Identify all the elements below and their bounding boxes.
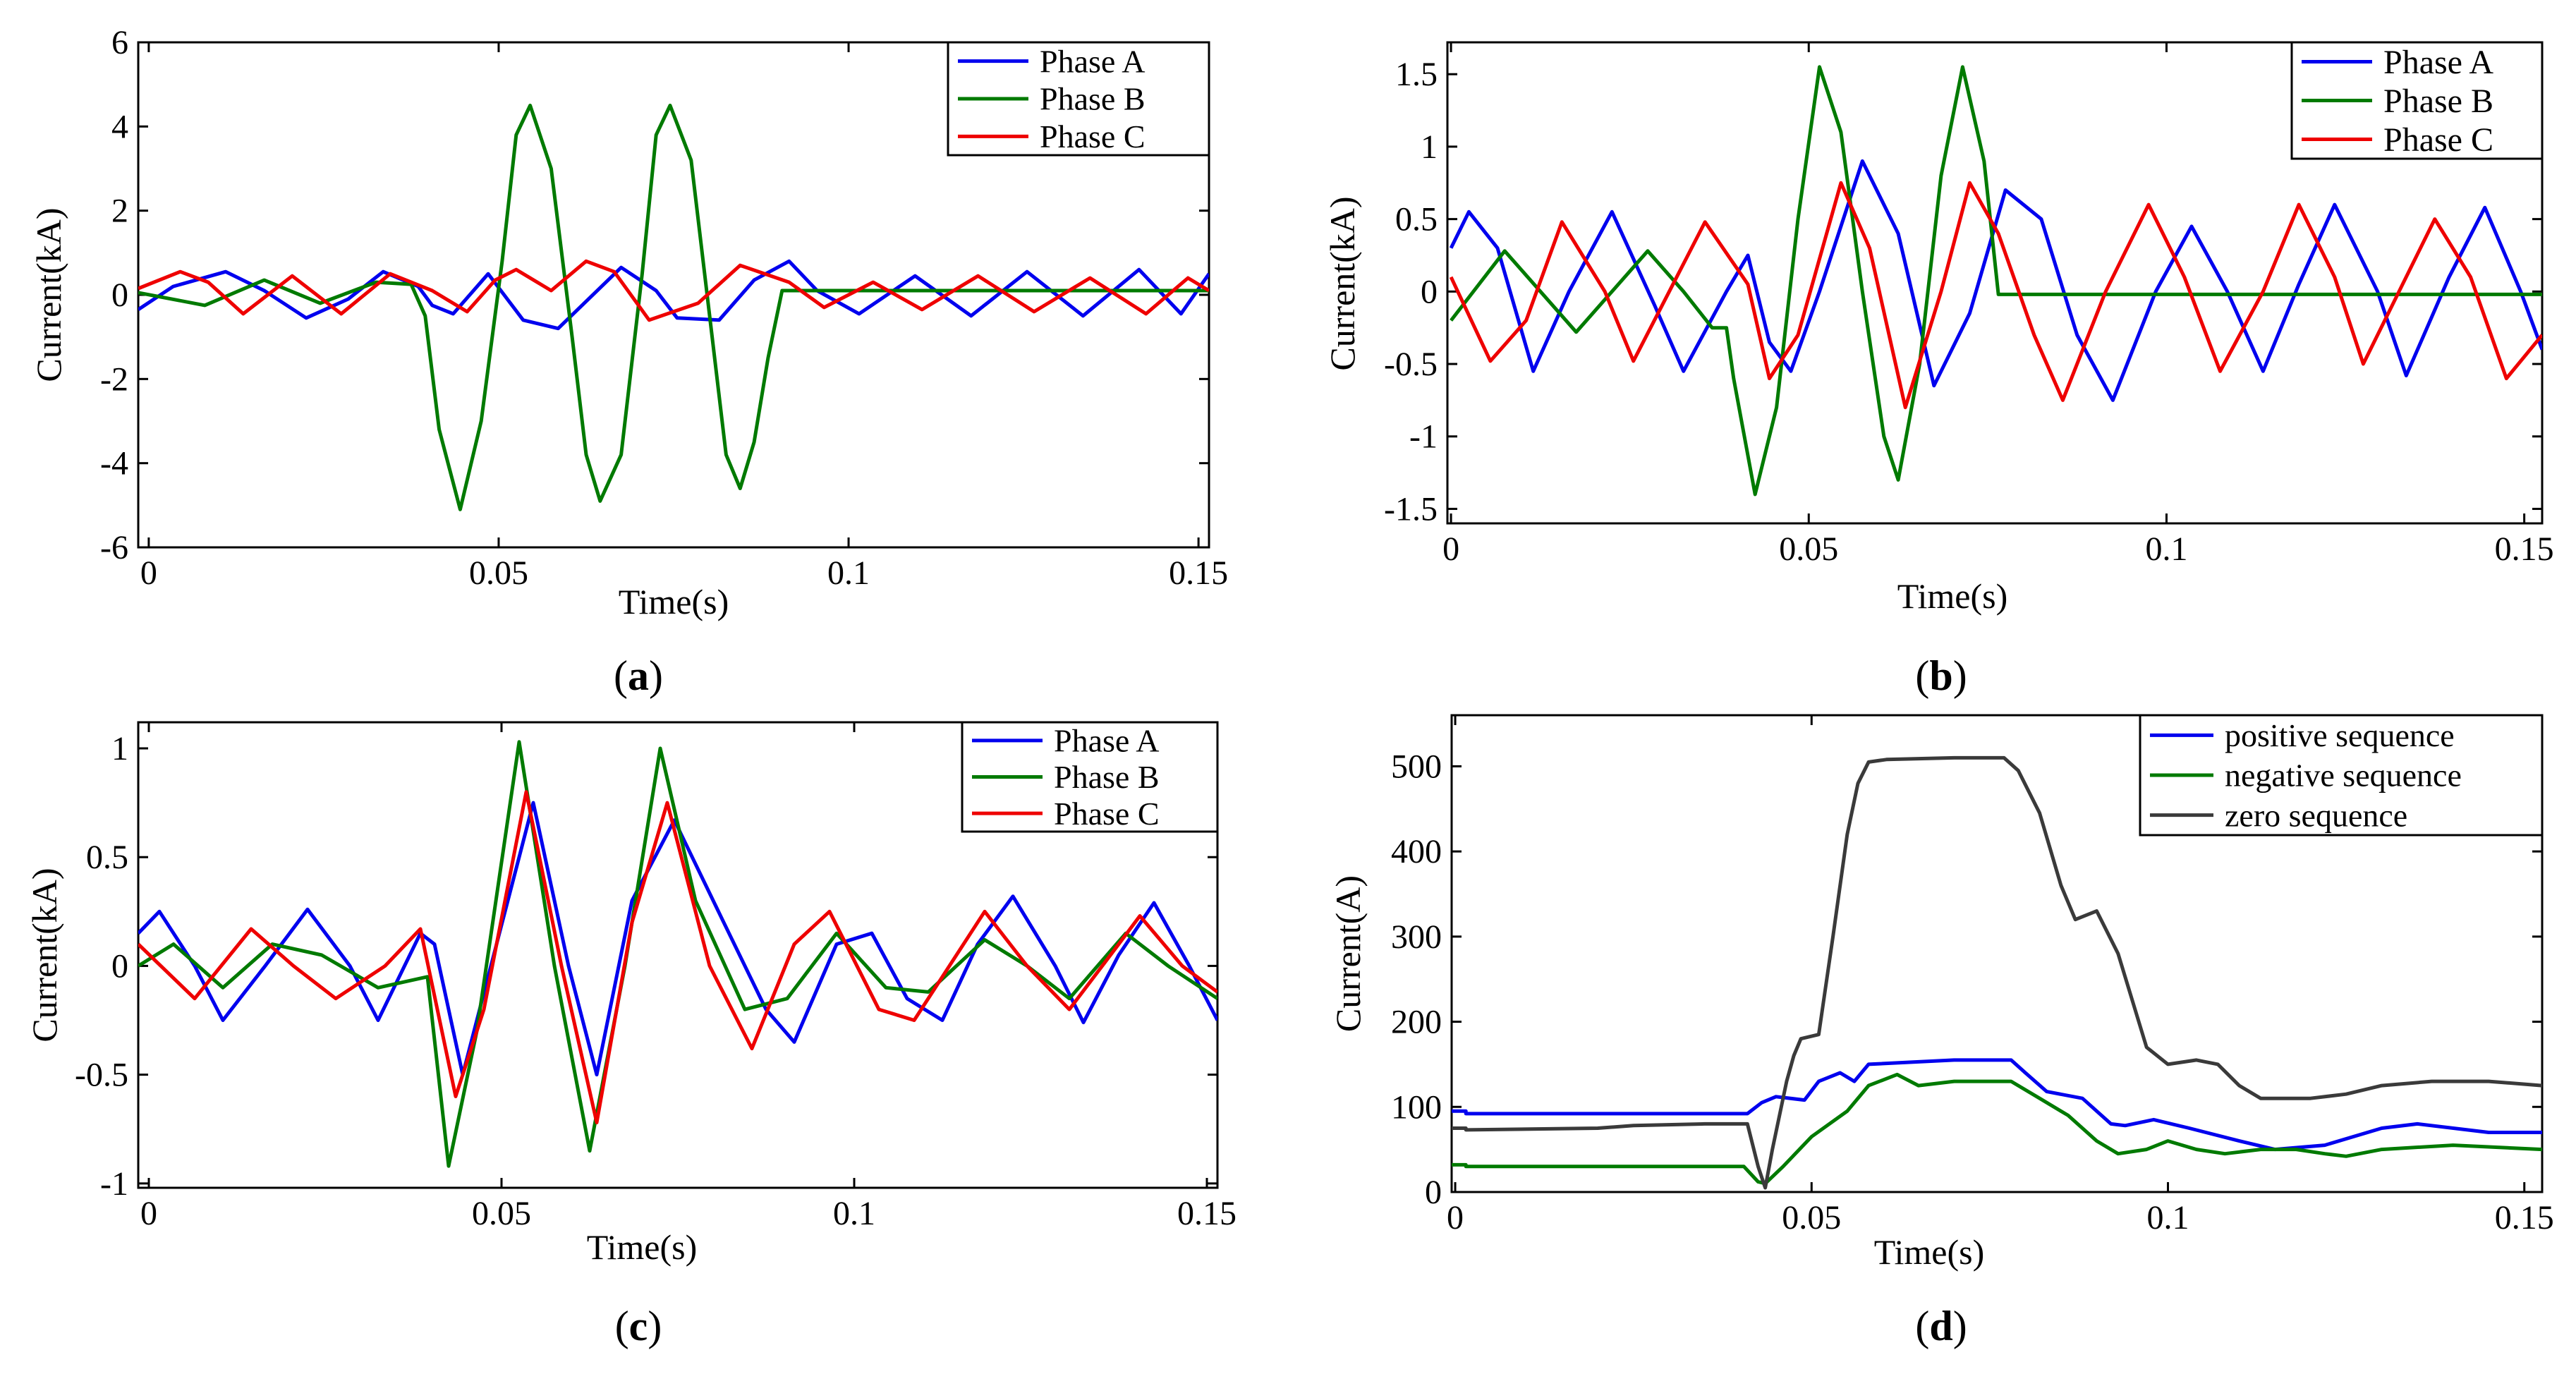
panel-d-legend-label: zero sequence [2225,797,2407,833]
panel-a-x-axis-label: Time(s) [619,582,729,621]
panel-a-x-ticks: 0 0.05 0.1 0.15 [140,42,1228,592]
panel-b-y-tick-label: -0.5 [1384,346,1438,383]
panel-d-series-zero-sequence [1452,755,2542,1190]
panel-a-y-tick-label: 4 [111,108,128,145]
panel-c-legend-label: Phase B [1054,759,1160,795]
panel-c-series-phase-a [138,801,1217,1077]
panel-d-caption: (d) [1915,1303,1967,1349]
panel-a-legend-label: Phase A [1040,43,1146,79]
panel-d-y-tick-label: 200 [1391,1004,1442,1041]
panel-b-series-phase-c [1449,181,2542,410]
panel-b: 0 0.05 0.1 0.15 -1.5-1-0.500.511.5 Phase AP… [1323,41,2554,699]
panel-a-y-ticks: -6 -4 -2 0 2 4 6 [100,24,1209,566]
panel-d-y-ticks: 0 100 200 300 400 500 [1391,748,2542,1211]
panel-c-y-ticks: -1 -0.5 0 0.5 1 [75,730,1217,1203]
panel-b-caption: (b) [1915,652,1967,699]
panel-b-y-axis-label: Current(kA) [1323,196,1362,370]
panel-c-y-axis-label: Current(kA) [25,868,64,1042]
panel-c-caption: (c) [615,1303,662,1349]
panel-b-series [1449,65,2542,497]
panel-b-y-tick-label: 0.5 [1395,201,1438,238]
panel-d-x-tick-label: 0 [1447,1199,1464,1236]
panel-d-x-ticks: 0 0.05 0.1 0.15 [1447,715,2554,1236]
panel-d-x-tick-label: 0.05 [1782,1199,1841,1236]
panel-c-series-phase-c [138,790,1217,1124]
panel-d-legend-label: negative sequence [2225,758,2462,794]
panel-c-x-tick-label: 0.1 [833,1195,875,1232]
panel-a-y-tick-label: 0 [111,276,128,314]
panel-a-y-tick-label: -6 [100,529,128,566]
panel-d-frame [1450,714,2544,1193]
panel-c-x-tick-label: 0.05 [472,1195,531,1232]
panel-c-series-phase-b [138,740,1217,1168]
panel-a-y-tick-label: 2 [111,193,128,230]
panel-c-x-axis-label: Time(s) [587,1227,698,1267]
panel-d-y-tick-label: 100 [1391,1088,1442,1126]
panel-b-legend-label: Phase C [2383,121,2493,159]
panel-b-x-axis-label: Time(s) [1897,576,2008,616]
panel-b-legend-label: Phase A [2383,44,2493,81]
panel-b-x-tick-label: 0.05 [1779,530,1838,568]
panel-d: 0 0.05 0.1 0.15 0 100 200 300 400 500 positive s… [1328,714,2554,1349]
panel-a-x-tick-label: 0.1 [827,554,870,592]
panel-b-legend-label: Phase B [2383,83,2493,120]
panel-c-y-tick-label: -1 [100,1165,128,1203]
panel-a-series-phase-b [138,104,1209,511]
panel-a-x-tick-label: 0.05 [469,554,528,592]
panel-a-caption: (a) [614,652,663,699]
panel-c-x-tick-label: 0 [140,1195,157,1232]
panel-d-legend-label: positive sequence [2225,717,2455,753]
panel-b-y-ticks: -1.5 -1 -0.5 0 0.5 1 1.5 [1384,56,2542,528]
panel-d-series-positive-sequence [1452,1058,2542,1152]
panel-c-y-tick-label: 0 [111,947,128,985]
panel-b-x-tick-label: 0.15 [2495,530,2554,568]
panel-a-y-axis-label: Current(kA) [29,207,68,382]
panel-c-y-tick-label: 1 [111,730,128,767]
panel-c-frame [137,721,1219,1189]
panel-c-y-tick-label: -0.5 [75,1057,128,1094]
panel-d-y-tick-label: 500 [1391,748,1442,785]
panel-c-legend-label: Phase C [1054,796,1160,832]
panel-d-y-tick-label: 0 [1425,1174,1442,1211]
panel-b-y-tick-label: -1 [1409,418,1438,456]
panel-b-y-tick-label: 0 [1421,273,1438,310]
panel-a-series [138,104,1209,511]
panel-b-y-tick-label: 1 [1421,128,1438,166]
panel-a-series-phase-a [138,259,1209,331]
panel-a-x-tick-label: 0 [140,554,157,592]
panel-d-y-tick-label: 400 [1391,833,1442,870]
panel-a-x-tick-label: 0.15 [1169,554,1228,592]
panel-a-y-tick-label: -4 [100,445,128,482]
panel-b-y-tick-label: -1.5 [1384,490,1438,528]
panel-c-y-tick-label: 0.5 [86,839,128,876]
panel-b-x-tick-label: 0.1 [2145,530,2187,568]
panel-c-x-tick-label: 0.15 [1177,1195,1237,1232]
panel-a-series-phase-c [138,259,1209,322]
panel-d-y-axis-label: Current(A) [1328,875,1368,1032]
panel-b-y-tick-label: 1.5 [1395,56,1438,93]
panel-d-x-tick-label: 0.15 [2495,1199,2554,1236]
panel-d-series [1452,755,2542,1190]
panel-c-series [138,740,1217,1168]
panel-c-x-ticks: 0 0.05 0.1 0.15 [140,722,1237,1232]
panel-b-series-phase-a [1449,159,2542,402]
panel-d-x-tick-label: 0.1 [2147,1199,2189,1236]
panel-a-y-tick-label: 6 [111,24,128,61]
panel-d-x-axis-label: Time(s) [1874,1232,1985,1272]
panel-b-frame [1446,41,2544,525]
panel-a-legend-label: Phase B [1040,81,1146,117]
panel-a-legend-label: Phase C [1040,118,1146,154]
panel-a-y-tick-label: -2 [100,360,128,398]
panel-d-y-tick-label: 300 [1391,918,1442,956]
panel-c-legend-label: Phase A [1054,722,1160,758]
panel-b-x-tick-label: 0 [1442,530,1459,568]
